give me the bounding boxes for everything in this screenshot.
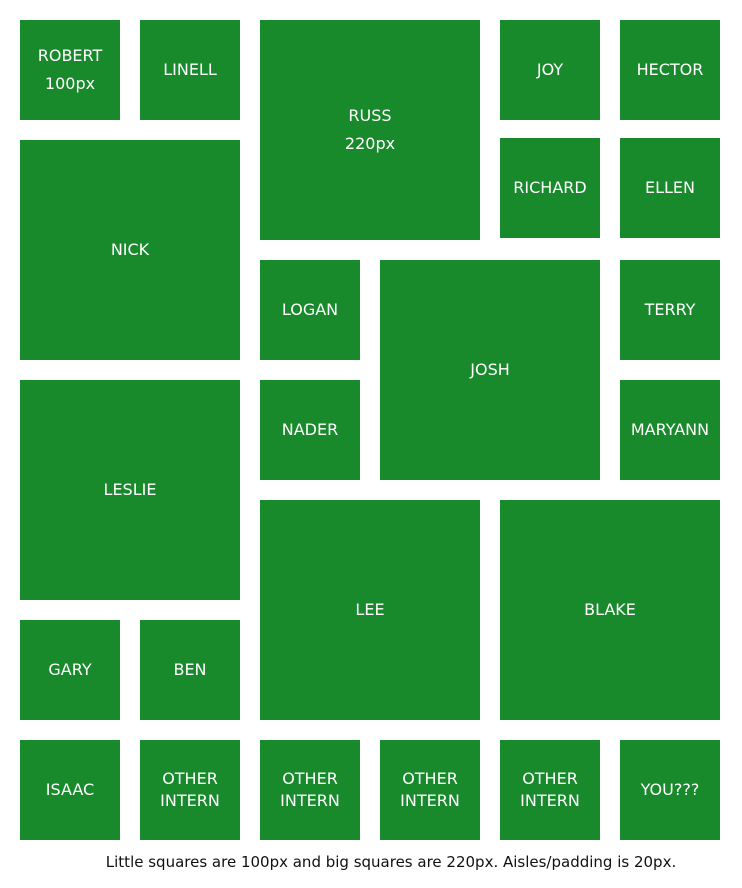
tile-label-line2: INTERN (160, 791, 220, 810)
tile-leslie: LESLIE (20, 380, 240, 600)
tile-other-intern-4: OTHER INTERN (500, 740, 600, 840)
tile-label: JOSH (470, 360, 510, 379)
tile-label-line2: INTERN (520, 791, 580, 810)
tile-other-intern-2: OTHER INTERN (260, 740, 360, 840)
tile-label: OTHER (282, 769, 338, 788)
tile-label: OTHER (402, 769, 458, 788)
tile-ellen: ELLEN (620, 138, 720, 238)
tile-ben: BEN (140, 620, 240, 720)
tile-label: NICK (110, 240, 150, 259)
tile-lee: LEE (260, 500, 480, 720)
tile-other-intern-3: OTHER INTERN (380, 740, 480, 840)
tile-label: TERRY (644, 300, 696, 319)
tile-you: YOU??? (620, 740, 720, 840)
tile-label: LEE (355, 600, 385, 619)
tile-richard: RICHARD (500, 138, 600, 238)
tile-robert: ROBERT 100px (20, 20, 120, 120)
tile-label: GARY (48, 660, 92, 679)
tile-label: RUSS (348, 106, 392, 125)
tile-label: ROBERT (37, 46, 103, 65)
tile-label-line2: INTERN (280, 791, 340, 810)
tile-label: BLAKE (584, 600, 636, 619)
tile-label-line2: INTERN (400, 791, 460, 810)
tile-label: OTHER (522, 769, 578, 788)
tile-label: JOY (536, 60, 564, 79)
tile-label: MARYANN (630, 420, 710, 439)
tile-linell: LINELL (140, 20, 240, 120)
tile-label: ELLEN (644, 178, 695, 197)
tile-label: HECTOR (636, 60, 704, 79)
tile-joy: JOY (500, 20, 600, 120)
tile-maryann: MARYANN (620, 380, 720, 480)
tile-terry: TERRY (620, 260, 720, 360)
tile-size-label: 100px (44, 74, 96, 93)
tile-label: OTHER (162, 769, 218, 788)
tile-size-label: 220px (344, 134, 396, 153)
tile-logan: LOGAN (260, 260, 360, 360)
tile-label: NADER (281, 420, 339, 439)
tile-nader: NADER (260, 380, 360, 480)
tile-label: ISAAC (45, 780, 95, 799)
tile-nick: NICK (20, 140, 240, 360)
seating-grid: ROBERT 100px LINELL RUSS 220px JOY HECTO… (20, 20, 720, 840)
tile-label: YOU??? (640, 780, 700, 799)
tile-other-intern-1: OTHER INTERN (140, 740, 240, 840)
tile-blake: BLAKE (500, 500, 720, 720)
tile-russ: RUSS 220px (260, 20, 480, 240)
tile-label: LINELL (163, 60, 217, 79)
tile-label: LOGAN (281, 300, 339, 319)
tile-label: LESLIE (103, 480, 157, 499)
caption: Little squares are 100px and big squares… (105, 853, 677, 871)
tile-hector: HECTOR (620, 20, 720, 120)
tile-isaac: ISAAC (20, 740, 120, 840)
tile-josh: JOSH (380, 260, 600, 480)
tile-label: BEN (173, 660, 207, 679)
tile-gary: GARY (20, 620, 120, 720)
tile-label: RICHARD (513, 178, 587, 197)
